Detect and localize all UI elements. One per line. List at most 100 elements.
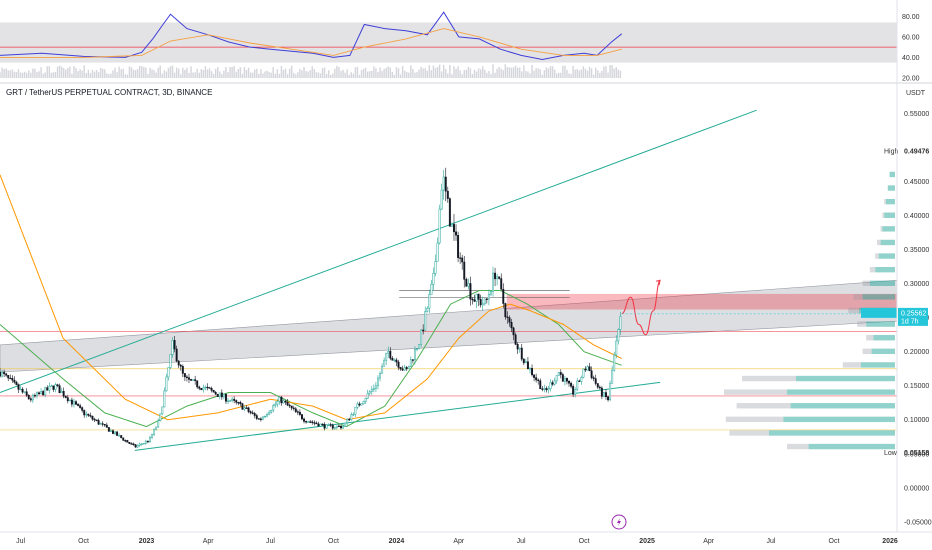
- candle-body: [196, 380, 199, 388]
- volume-bar: [477, 68, 480, 78]
- candle-body: [354, 406, 357, 415]
- last-price-value: 0.25562: [901, 310, 926, 317]
- volume-bar: [551, 66, 554, 78]
- volume-bar: [344, 72, 346, 78]
- candle-body: [533, 374, 536, 378]
- candle-body: [563, 378, 566, 382]
- volume-bar: [167, 67, 170, 78]
- volume-bar: [525, 71, 527, 78]
- candle-body: [296, 411, 299, 413]
- volume-bar: [280, 65, 283, 78]
- projection-curve[interactable]: [621, 279, 661, 336]
- symbol-tag[interactable]: [861, 307, 897, 318]
- volume-bar: [609, 64, 611, 78]
- candle-body: [346, 418, 349, 424]
- candle-body: [103, 423, 106, 426]
- candle-body: [524, 361, 527, 364]
- volume-bar: [490, 74, 492, 78]
- volume-bar: [278, 73, 281, 78]
- candle-body: [185, 376, 188, 378]
- candle-body: [85, 413, 88, 416]
- candle-body: [214, 392, 217, 395]
- candle-body: [298, 411, 301, 415]
- candle-body: [368, 391, 371, 394]
- rsi-axis-tick: 40.00: [902, 55, 920, 62]
- candle-body: [309, 421, 312, 423]
- candle-body: [46, 387, 49, 391]
- volume-profile-row: [769, 430, 895, 436]
- volume-bar: [124, 74, 127, 78]
- last-price-badge[interactable]: [898, 307, 928, 326]
- volume-bar: [424, 68, 426, 78]
- red-resistance-zone[interactable]: [506, 293, 897, 310]
- volume-profile-row: [886, 198, 895, 205]
- volume-profile-row: [787, 389, 895, 395]
- volume-bar: [75, 67, 77, 78]
- candle-body: [7, 375, 10, 379]
- volume-profile-row: [875, 266, 895, 273]
- volume-bar: [543, 70, 546, 78]
- volume-bar: [330, 74, 332, 78]
- candle-body: [522, 358, 525, 364]
- volume-bar: [110, 73, 112, 78]
- volume-bar: [449, 64, 451, 78]
- volume-bar: [463, 70, 465, 78]
- volume-profile-row-down: [866, 335, 874, 341]
- volume-bar: [369, 71, 371, 78]
- candle-body: [399, 367, 402, 370]
- trend-line[interactable]: [0, 109, 757, 394]
- volume-bar: [297, 72, 299, 78]
- volume-bar: [299, 68, 301, 78]
- candle-body: [140, 443, 143, 445]
- volume-bar: [56, 66, 59, 78]
- candle-body: [372, 388, 375, 390]
- candle-body: [120, 435, 123, 439]
- time-axis-tick: Apr: [453, 538, 465, 545]
- candle-body: [549, 382, 552, 389]
- candle-body: [268, 412, 271, 415]
- candle-body: [379, 373, 381, 379]
- candle-body: [467, 283, 470, 287]
- candle-body: [434, 261, 437, 274]
- volume-bar: [426, 70, 428, 78]
- candle-body: [350, 414, 353, 420]
- volume-bar: [375, 68, 377, 78]
- volume-bar: [101, 68, 104, 78]
- candle-body: [210, 388, 213, 391]
- volume-bar: [500, 68, 502, 78]
- volume-bar: [309, 70, 311, 78]
- volume-bar: [338, 66, 340, 78]
- volume-bar: [83, 65, 85, 78]
- lightning-icon[interactable]: [611, 514, 627, 530]
- volume-bar: [484, 69, 486, 78]
- volume-bar: [381, 71, 383, 78]
- candle-body: [21, 388, 24, 393]
- volume-bar: [379, 67, 381, 78]
- candle-body: [475, 293, 478, 302]
- volume-bar: [580, 69, 583, 78]
- candle-body: [333, 427, 336, 429]
- candle-body: [81, 407, 84, 411]
- volume-bar: [535, 68, 537, 78]
- volume-bar: [346, 69, 348, 78]
- price-pane[interactable]: 0.550000.450000.400000.350000.300000.250…: [0, 109, 932, 545]
- candle-body: [126, 440, 129, 443]
- candle-body: [144, 440, 147, 444]
- candle-body: [586, 366, 589, 371]
- volume-bar: [488, 70, 490, 78]
- candle-body: [335, 425, 338, 428]
- currency-label[interactable]: USDT: [906, 90, 926, 97]
- candle-body: [218, 392, 221, 397]
- volume-profile-row-down: [880, 226, 883, 232]
- volume-bar: [91, 69, 94, 78]
- indicator-pane[interactable]: 80.00 60.00 40.00 20.00: [0, 11, 920, 83]
- volume-bar: [196, 68, 198, 78]
- time-axis-tick: Jul: [517, 538, 526, 545]
- volume-bar: [555, 73, 558, 78]
- volume-bar: [356, 66, 359, 78]
- candle-body: [498, 276, 501, 279]
- volume-bar: [521, 71, 523, 78]
- candle-body: [216, 393, 219, 397]
- time-axis-tick: Apr: [203, 538, 215, 545]
